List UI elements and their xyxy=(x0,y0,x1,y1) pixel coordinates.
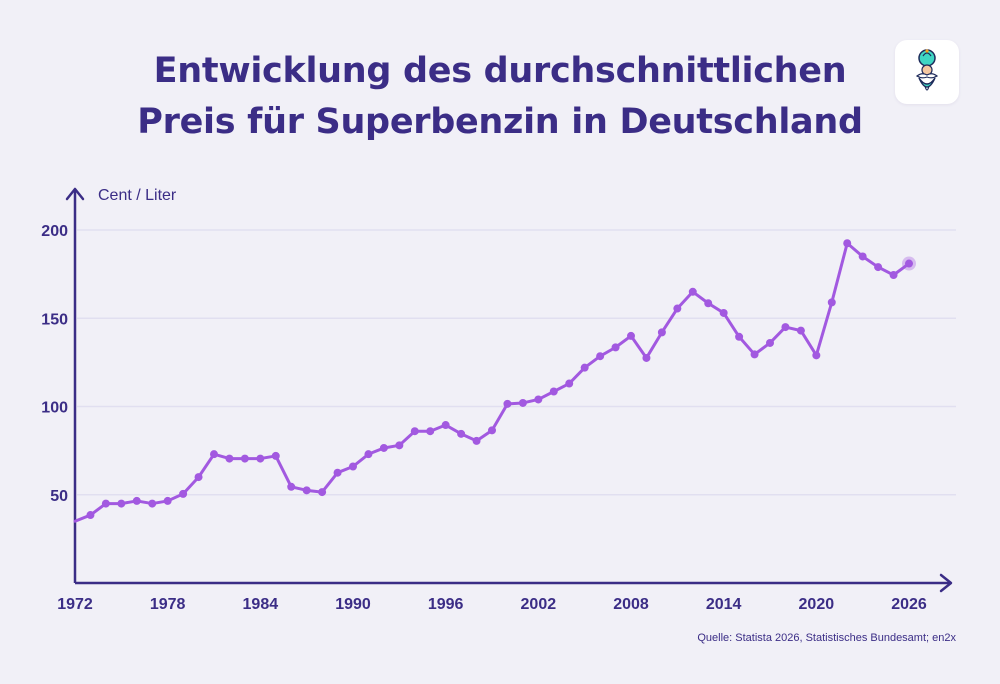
data-point xyxy=(240,454,249,463)
data-point xyxy=(410,427,419,436)
data-point xyxy=(905,259,913,268)
data-point xyxy=(503,399,512,408)
y-tick-label: 200 xyxy=(41,223,68,240)
data-point xyxy=(117,499,126,508)
brand-logo xyxy=(895,40,959,104)
data-point xyxy=(627,331,635,340)
x-tick-label: 1984 xyxy=(243,596,279,613)
data-point xyxy=(874,263,883,272)
data-point xyxy=(364,450,373,459)
data-point xyxy=(179,489,188,498)
data-point xyxy=(688,287,697,296)
x-tick-label: 2002 xyxy=(521,596,557,613)
data-point xyxy=(596,352,605,361)
data-point xyxy=(843,239,852,248)
data-point xyxy=(225,454,234,463)
data-point xyxy=(580,363,589,372)
x-tick-labels: 1972 1978 1984 1990 1996 2002 2008 2014 2020 2026 xyxy=(57,596,927,613)
data-point xyxy=(194,473,203,482)
data-point xyxy=(132,496,141,505)
data-point xyxy=(565,379,574,388)
data-point xyxy=(657,328,666,337)
x-tick-label: 2014 xyxy=(706,596,742,613)
x-tick-label: 1996 xyxy=(428,596,464,613)
x-axis-arrow xyxy=(939,573,953,593)
x-tick-label: 2026 xyxy=(891,596,927,613)
data-point xyxy=(441,421,450,430)
data-point xyxy=(395,441,404,450)
data-point xyxy=(704,299,713,308)
x-tick-label: 1990 xyxy=(335,596,371,613)
data-point xyxy=(889,271,898,280)
y-tick-label: 100 xyxy=(41,400,68,417)
data-point xyxy=(719,308,728,317)
genie-mascot-icon xyxy=(915,49,939,91)
data-point xyxy=(750,350,759,359)
y-tick-label: 150 xyxy=(41,311,68,328)
y-axis-arrow xyxy=(65,187,85,201)
data-point xyxy=(333,468,342,477)
data-point xyxy=(349,462,357,471)
data-point xyxy=(735,332,744,341)
data-point xyxy=(210,450,218,459)
data-point xyxy=(488,426,496,435)
data-point xyxy=(379,443,388,452)
data-point xyxy=(766,338,774,347)
data-point xyxy=(318,488,327,497)
data-point xyxy=(148,499,157,508)
y-tick-label: 50 xyxy=(50,488,68,505)
x-tick-label: 2008 xyxy=(613,596,649,613)
source-note: Quelle: Statista 2026, Statistisches Bun… xyxy=(697,632,956,644)
data-point xyxy=(534,395,543,404)
data-point xyxy=(163,496,172,505)
data-point xyxy=(673,304,682,313)
data-point xyxy=(611,343,620,352)
data-point xyxy=(472,436,481,445)
data-point xyxy=(827,298,836,307)
data-point xyxy=(256,454,265,463)
data-point xyxy=(101,499,110,508)
data-point xyxy=(549,387,558,396)
y-tick-labels: 50 100 150 200 xyxy=(41,223,68,505)
data-points xyxy=(86,239,916,520)
data-point xyxy=(796,326,805,335)
data-point xyxy=(457,429,466,438)
data-point xyxy=(86,511,95,520)
data-point xyxy=(426,427,435,436)
data-point xyxy=(271,451,280,460)
chart-title-line-1: Entwicklung des durchschnittlichen xyxy=(153,51,847,91)
y-axis-label: Cent / Liter xyxy=(98,187,177,204)
data-point xyxy=(812,351,821,360)
chart-title-line-2: Preis für Superbenzin in Deutschland xyxy=(137,102,863,142)
chart-title: Entwicklung des durchschnittlichen Preis… xyxy=(0,46,1000,148)
x-tick-label: 2020 xyxy=(799,596,835,613)
data-point xyxy=(287,482,296,491)
x-tick-label: 1972 xyxy=(57,596,93,613)
data-point xyxy=(302,486,311,495)
data-point xyxy=(518,398,527,407)
data-point xyxy=(781,323,790,332)
grid-lines xyxy=(77,229,956,496)
x-tick-label: 1978 xyxy=(150,596,186,613)
data-point xyxy=(642,353,651,362)
data-point xyxy=(858,252,867,261)
